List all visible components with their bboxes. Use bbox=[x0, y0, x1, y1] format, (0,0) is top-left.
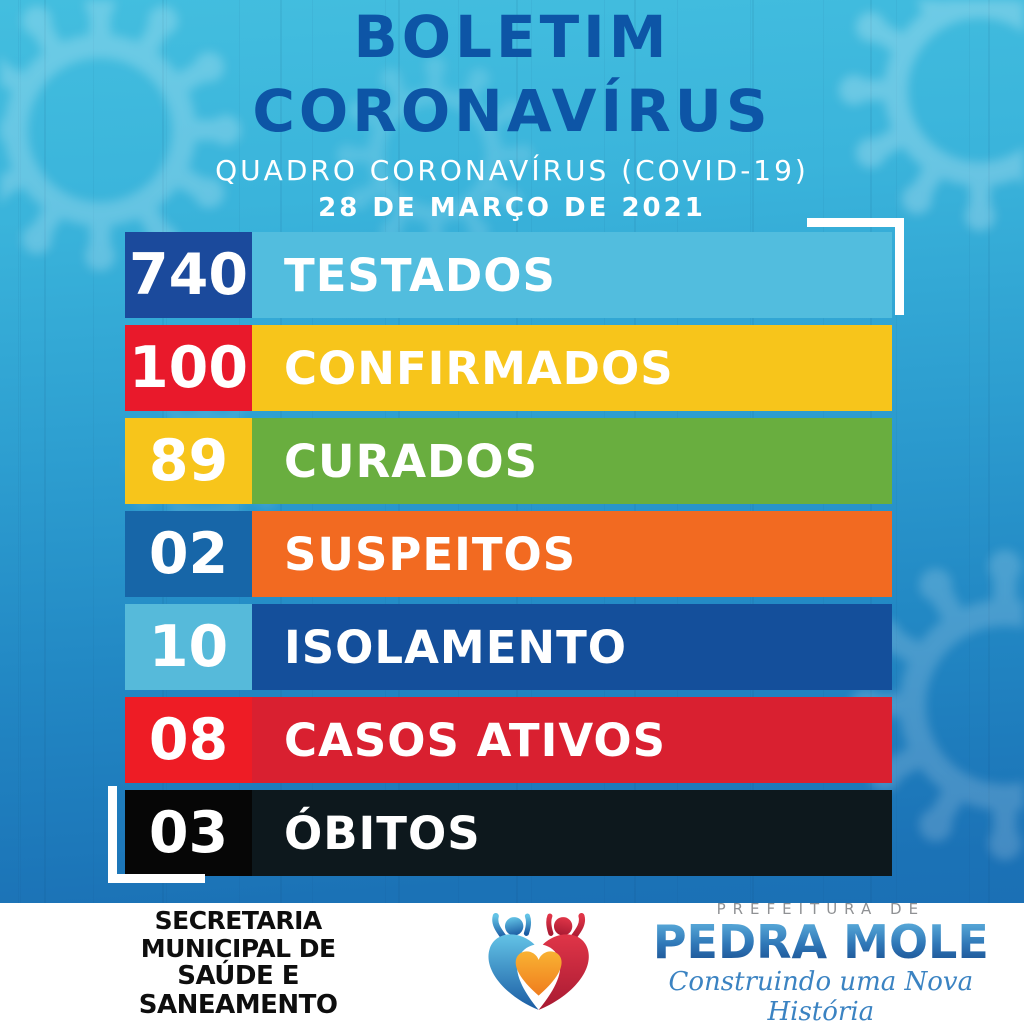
stat-row: 02 SUSPEITOS bbox=[125, 511, 892, 597]
department-name: SECRETARIA MUNICIPAL DE SAÚDE E SANEAMEN… bbox=[88, 907, 388, 1019]
stat-row: 10 ISOLAMENTO bbox=[125, 604, 892, 690]
page-title-line1: BOLETIM bbox=[353, 3, 671, 71]
footer: SECRETARIA MUNICIPAL DE SAÚDE E SANEAMEN… bbox=[0, 900, 1024, 1024]
department-line2: SAÚDE E SANEAMENTO bbox=[138, 961, 338, 1020]
pedra-mole-heart-figures-icon bbox=[488, 912, 590, 1010]
logo-city-name: PEDRA MOLE bbox=[618, 919, 1024, 965]
stat-value: 03 bbox=[125, 790, 252, 876]
stat-row: 89 CURADOS bbox=[125, 418, 892, 504]
stat-value: 02 bbox=[125, 511, 252, 597]
stat-bar-label: TESTADOS bbox=[252, 232, 892, 318]
report-date: 28 DE MARÇO DE 2021 bbox=[318, 193, 706, 223]
subtitle: QUADRO CORONAVÍRUS (COVID-19) bbox=[215, 154, 809, 187]
stat-bar-label: ISOLAMENTO bbox=[252, 604, 892, 690]
stat-bar-label: SUSPEITOS bbox=[252, 511, 892, 597]
stat-value: 100 bbox=[125, 325, 252, 411]
stat-value: 89 bbox=[125, 418, 252, 504]
stat-bar-label: CASOS ATIVOS bbox=[252, 697, 892, 783]
logo-text: PREFEITURA DE PEDRA MOLE Construindo uma… bbox=[618, 900, 1024, 1024]
department-line1: SECRETARIA MUNICIPAL DE bbox=[140, 906, 336, 963]
logo-overline: PREFEITURA DE bbox=[716, 900, 926, 918]
stat-bar-label: CONFIRMADOS bbox=[252, 325, 892, 411]
stats-list: 740 TESTADOS 100 CONFIRMADOS 89 CURADOS 02 SUSP… bbox=[125, 232, 892, 883]
stat-bar-label: CURADOS bbox=[252, 418, 892, 504]
stat-row: 03 ÓBITOS bbox=[125, 790, 892, 876]
logo-tagline: Construindo uma Nova História bbox=[668, 967, 974, 1024]
pedra-mole-logo: PREFEITURA DE PEDRA MOLE Construindo uma… bbox=[466, 900, 1024, 1024]
corner-bracket-top-right bbox=[807, 218, 904, 315]
stat-value: 740 bbox=[125, 232, 252, 318]
header: BOLETIM CORONAVÍRUS QUADRO CORONAVÍRUS (… bbox=[0, 0, 1024, 223]
stat-row: 740 TESTADOS bbox=[125, 232, 892, 318]
page-title-line2: CORONAVÍRUS bbox=[252, 77, 772, 145]
stat-row: 100 CONFIRMADOS bbox=[125, 325, 892, 411]
stat-value: 08 bbox=[125, 697, 252, 783]
stat-row: 08 CASOS ATIVOS bbox=[125, 697, 892, 783]
corner-bracket-bottom-left bbox=[108, 786, 205, 883]
stat-value: 10 bbox=[125, 604, 252, 690]
stat-bar-label: ÓBITOS bbox=[252, 790, 892, 876]
